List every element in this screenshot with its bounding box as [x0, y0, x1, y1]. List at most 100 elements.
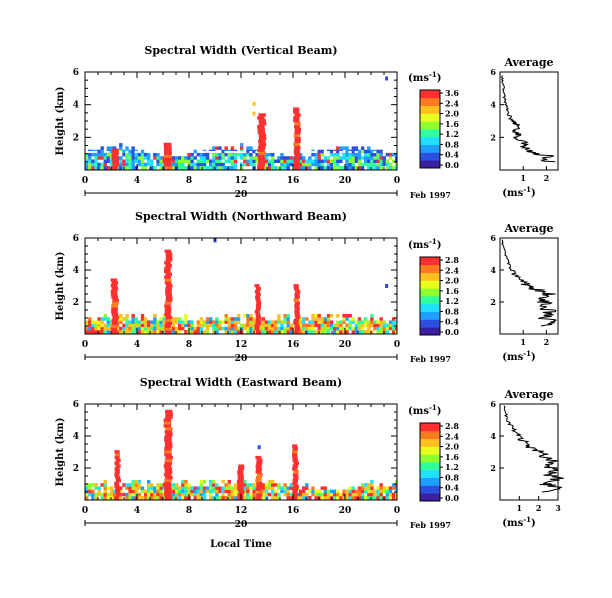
heatmap-cell: [106, 492, 111, 497]
colorbar-segment: [420, 296, 440, 305]
colorbar-tick-label: 0.4: [445, 150, 459, 160]
isolated-cell: [385, 76, 389, 81]
spike-cell: [165, 252, 173, 256]
heatmap-cell: [364, 486, 368, 490]
spike-cell: [292, 473, 299, 477]
heatmap-cell: [364, 149, 368, 154]
heatmap-cell: [122, 159, 126, 163]
heatmap-cell: [314, 166, 318, 170]
heatmap-cell: [385, 323, 390, 328]
heatmap-cell: [212, 486, 216, 490]
heatmap-cell: [181, 483, 185, 487]
heatmap-cell: [88, 483, 92, 487]
heatmap-cell: [308, 320, 312, 324]
colorbar-tick-label: 1.2: [445, 462, 459, 472]
heatmap-cell: [243, 156, 247, 160]
heatmap-cell: [125, 146, 129, 150]
heatmap-cell: [271, 480, 275, 484]
spike-cell: [293, 133, 300, 138]
heatmap-cell: [224, 489, 228, 494]
heatmap-cell: [181, 480, 185, 484]
heatmap-cell: [345, 326, 349, 331]
heatmap-cell: [298, 320, 303, 324]
heatmap-cell: [311, 159, 315, 163]
heatmap-cell: [224, 496, 228, 500]
heatmap-cell: [85, 162, 89, 167]
heatmap-cell: [134, 159, 138, 163]
heatmap-cell: [320, 317, 324, 321]
heatmap-cell: [218, 486, 222, 490]
heatmap-cell: [357, 149, 362, 154]
spike-cell: [258, 145, 266, 149]
heatmap-cell: [150, 330, 154, 334]
unit-exp: -1: [429, 403, 437, 412]
spike-cell: [255, 470, 262, 474]
heatmap-cell: [94, 330, 98, 334]
spike-cell: [164, 441, 173, 445]
heatmap-cell: [336, 492, 340, 497]
heatmap-cell: [323, 489, 328, 494]
spike-cell: [114, 481, 120, 486]
heatmap-cell: [199, 496, 204, 500]
heatmap-cell: [134, 330, 138, 334]
heatmap-cell: [143, 489, 148, 494]
heatmap-cell: [233, 166, 238, 170]
heatmap-cell: [388, 326, 393, 331]
heatmap-cell: [193, 326, 197, 331]
heatmap-cell: [252, 162, 256, 167]
heatmap-cell: [286, 492, 290, 497]
heatmap-cell: [351, 492, 355, 497]
heatmap-cell: [261, 330, 266, 334]
heatmap-cell: [370, 162, 374, 167]
heatmap-cell: [128, 166, 132, 170]
heatmap-cell: [267, 320, 272, 324]
heatmap-cell: [364, 152, 368, 157]
panel-title: Spectral Width (Vertical Beam): [144, 44, 337, 57]
heatmap-cell: [196, 159, 200, 163]
heatmap-cell: [246, 146, 250, 150]
spike-cell: [111, 307, 118, 311]
heatmap-cell: [388, 320, 393, 324]
colorbar-segment: [420, 129, 440, 138]
colorbar-segment: [420, 446, 440, 455]
heatmap-cell: [159, 317, 163, 321]
heatmap-cell: [385, 159, 390, 163]
colorbar-segment: [420, 493, 440, 502]
heatmap-cell: [261, 496, 266, 500]
heatmap-cell: [199, 159, 204, 163]
colorbar-segment: [420, 144, 440, 153]
heatmap-cell: [326, 156, 331, 160]
heatmap-cell: [302, 166, 306, 170]
heatmap-cell: [274, 326, 278, 331]
heatmap-cell: [360, 326, 365, 331]
heatmap-cell: [171, 330, 176, 334]
heatmap-cell: [317, 317, 321, 321]
heatmap-cell: [261, 492, 266, 497]
heatmap-cell: [112, 492, 117, 497]
spike-cell: [163, 421, 172, 425]
average-y-tick-label: 6: [490, 233, 496, 243]
heatmap-cell: [302, 492, 306, 497]
heatmap-cell: [233, 152, 238, 157]
heatmap-cell: [391, 330, 396, 334]
unit-base: (ms: [408, 240, 429, 251]
spike-cell: [115, 464, 121, 468]
heatmap-cell: [103, 317, 107, 321]
spike-cell: [257, 128, 265, 132]
heatmap-cell: [171, 489, 176, 494]
heatmap-cell: [280, 330, 284, 334]
average-y-tick-label: 4: [490, 265, 496, 275]
spike-cell: [237, 484, 244, 488]
spike-cell: [256, 481, 263, 486]
heatmap-cell: [320, 149, 324, 154]
heatmap-cell: [209, 486, 213, 490]
unit-base: (ms: [502, 352, 523, 363]
heatmap-cell: [184, 486, 188, 490]
heatmap-cell: [252, 156, 256, 160]
heatmap-cell: [174, 166, 179, 170]
heatmap-cell: [298, 166, 303, 170]
heatmap-cell: [218, 156, 222, 160]
heatmap-cell: [240, 166, 244, 170]
heatmap-cell: [209, 483, 213, 487]
heatmap-cell: [395, 323, 397, 328]
